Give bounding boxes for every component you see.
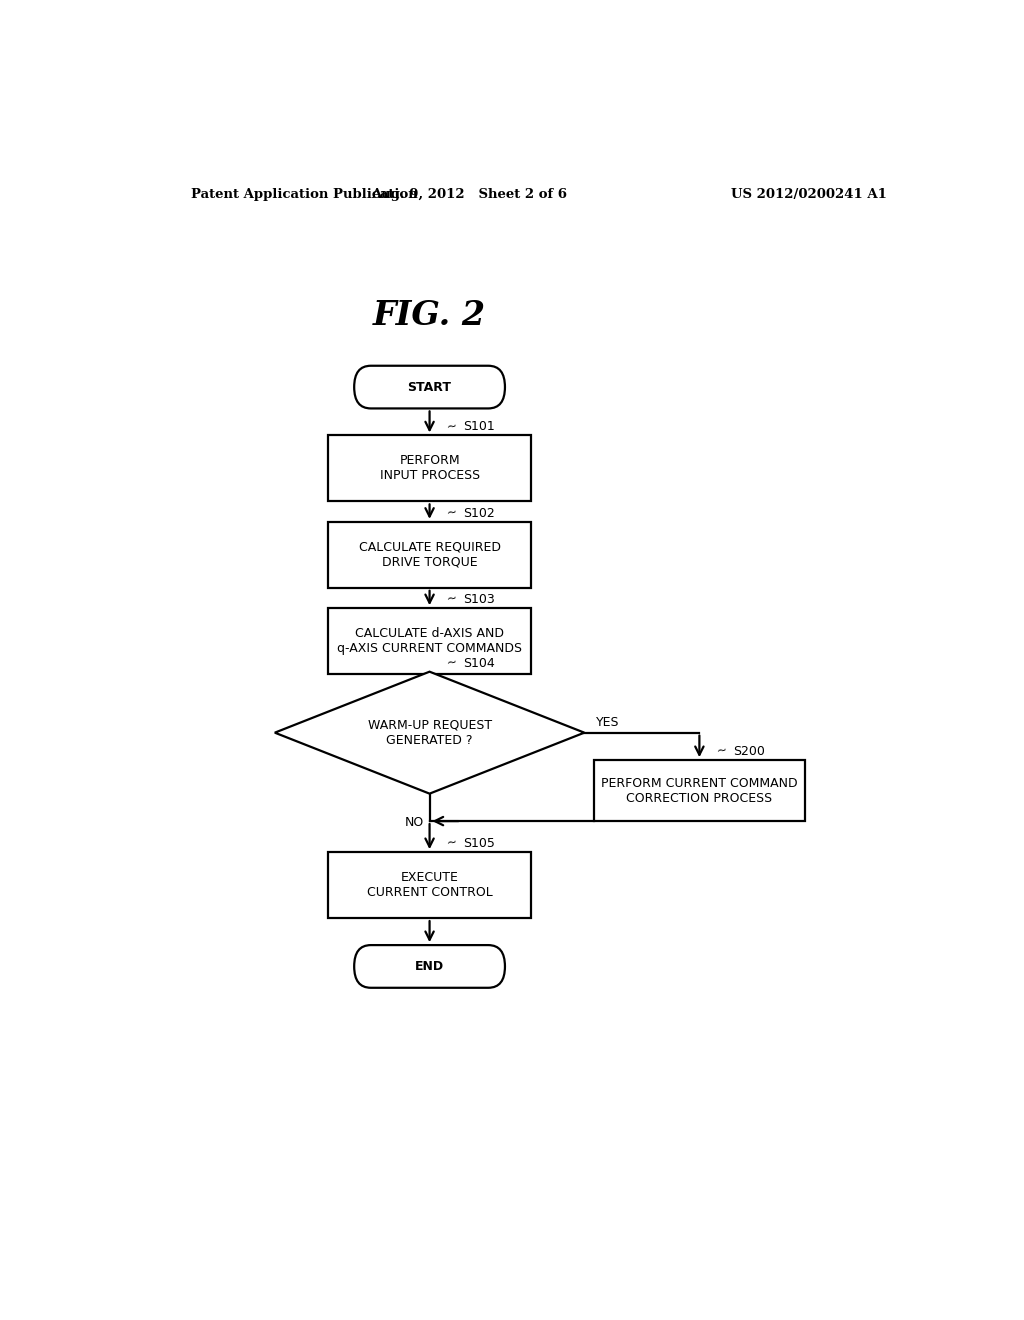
FancyBboxPatch shape [354, 366, 505, 408]
Text: US 2012/0200241 A1: US 2012/0200241 A1 [731, 189, 887, 202]
Text: S105: S105 [463, 837, 495, 850]
FancyBboxPatch shape [329, 521, 530, 587]
Text: S101: S101 [463, 420, 495, 433]
Text: NO: NO [404, 816, 424, 829]
Text: CALCULATE d-AXIS AND
q-AXIS CURRENT COMMANDS: CALCULATE d-AXIS AND q-AXIS CURRENT COMM… [337, 627, 522, 655]
Text: ~: ~ [445, 418, 458, 433]
Text: ~: ~ [445, 836, 458, 850]
Text: ~: ~ [445, 655, 458, 669]
Text: EXECUTE
CURRENT CONTROL: EXECUTE CURRENT CONTROL [367, 871, 493, 899]
Text: ~: ~ [445, 591, 458, 606]
Text: Patent Application Publication: Patent Application Publication [191, 189, 418, 202]
Text: CALCULATE REQUIRED
DRIVE TORQUE: CALCULATE REQUIRED DRIVE TORQUE [358, 541, 501, 569]
Polygon shape [274, 672, 585, 793]
Text: S104: S104 [463, 656, 495, 669]
Text: END: END [415, 960, 444, 973]
Text: ~: ~ [715, 743, 728, 758]
Text: FIG. 2: FIG. 2 [373, 300, 486, 333]
FancyBboxPatch shape [354, 945, 505, 987]
FancyBboxPatch shape [329, 436, 530, 502]
FancyBboxPatch shape [329, 853, 530, 919]
Text: S200: S200 [733, 744, 765, 758]
Text: PERFORM
INPUT PROCESS: PERFORM INPUT PROCESS [380, 454, 479, 482]
Text: YES: YES [596, 715, 620, 729]
FancyBboxPatch shape [594, 760, 805, 821]
Text: PERFORM CURRENT COMMAND
CORRECTION PROCESS: PERFORM CURRENT COMMAND CORRECTION PROCE… [601, 776, 798, 805]
Text: WARM-UP REQUEST
GENERATED ?: WARM-UP REQUEST GENERATED ? [368, 718, 492, 747]
Text: Aug. 9, 2012   Sheet 2 of 6: Aug. 9, 2012 Sheet 2 of 6 [372, 189, 567, 202]
Text: S102: S102 [463, 507, 495, 520]
Text: ~: ~ [445, 506, 458, 520]
Text: S103: S103 [463, 593, 495, 606]
Text: START: START [408, 380, 452, 393]
FancyBboxPatch shape [329, 609, 530, 675]
